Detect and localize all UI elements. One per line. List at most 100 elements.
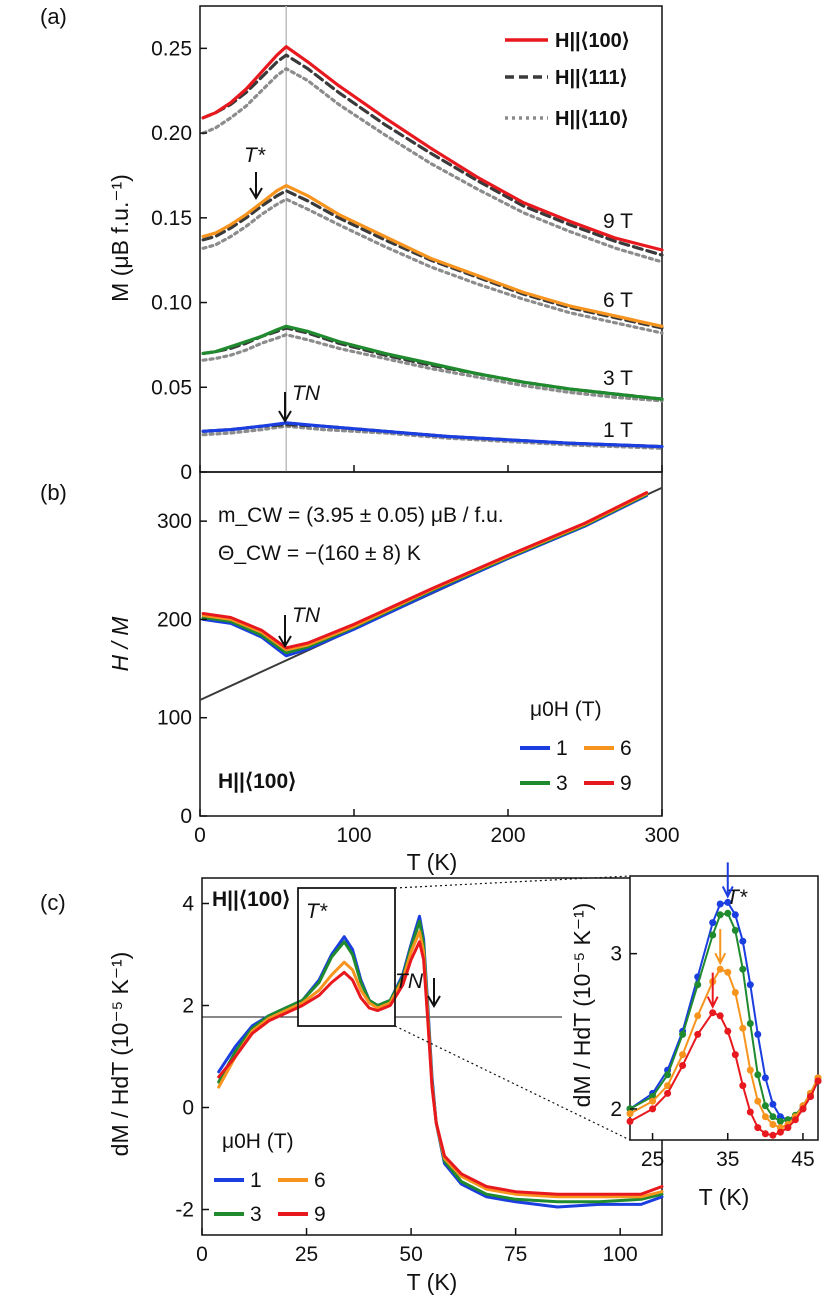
x-tick-label: 100: [336, 824, 371, 847]
data-point: [754, 1097, 762, 1105]
series-line: [201, 424, 664, 450]
data-point: [776, 1117, 784, 1125]
x-tick-label: 0: [196, 1243, 208, 1266]
panel-c-tstar-label: T*: [306, 900, 328, 923]
data-point: [784, 1124, 792, 1132]
data-point: [814, 1077, 822, 1085]
legend-entry-label: 9: [314, 1203, 326, 1226]
data-point: [761, 1113, 769, 1121]
data-point: [731, 926, 739, 934]
data-point: [761, 1130, 769, 1138]
x-tick-label: 35: [716, 1148, 739, 1171]
data-point: [746, 1108, 754, 1116]
data-point: [746, 1066, 754, 1074]
tstar-arrow: [706, 972, 719, 1009]
panel-c-series: [217, 914, 664, 1209]
panel-b-frame: [199, 471, 663, 817]
legend-entry-label: 3: [556, 772, 568, 795]
data-point: [769, 1131, 777, 1139]
y-tick-label: 300: [157, 510, 192, 533]
y-tick-label: 2: [182, 995, 194, 1018]
legend-entry-label: 1: [556, 737, 568, 760]
series-line: [217, 919, 664, 1204]
panel-c-legend: 1 63 9: [214, 1169, 326, 1226]
data-point: [731, 989, 739, 996]
data-point: [724, 968, 732, 976]
data-point: [716, 965, 724, 973]
panel-b-tn-label: TN: [292, 604, 321, 627]
data-point: [746, 1020, 754, 1027]
data-point: [626, 1110, 634, 1118]
data-point: [776, 1128, 784, 1136]
y-tick-label: 100: [157, 707, 192, 730]
data-point: [791, 1116, 799, 1124]
legend-111-text: H||⟨111⟩: [555, 67, 627, 89]
series-line: [201, 184, 664, 328]
legend-entry-label: 6: [314, 1169, 326, 1192]
inset-frame: [629, 875, 819, 1141]
legend-entry-label: 9: [620, 772, 632, 795]
data-point: [754, 1124, 762, 1132]
panel-b-mcw-text: m_CW = (3.95 ± 0.05) μB / f.u.: [218, 504, 504, 527]
legend-entry-label: 1: [250, 1169, 262, 1192]
inset-tstar-label: T*: [726, 886, 748, 909]
series-line: [201, 197, 664, 335]
panel-a-tstar-label: T*: [244, 144, 266, 167]
y-tick-label: 0.10: [151, 292, 192, 315]
data-point: [739, 1082, 747, 1090]
data-point: [716, 911, 724, 919]
data-point: [694, 1030, 702, 1038]
inset-y-ticks: 23: [610, 943, 637, 1121]
series-line: [201, 324, 664, 401]
data-point: [731, 911, 739, 919]
panel-b-series: [201, 491, 649, 658]
inset-y-axis-label: dM / HdT (10⁻⁵ K⁻¹): [569, 903, 595, 1108]
y-tick-label: 0: [180, 461, 192, 484]
panel-a-tn-label: TN: [292, 382, 321, 405]
field-label-1T: 1 T: [603, 419, 633, 442]
tstar-arrow: [721, 862, 734, 899]
panel-c-y-ticks: -2 0 2 4: [175, 893, 209, 1222]
data-point: [807, 1093, 814, 1100]
data-point: [769, 1113, 777, 1121]
y-tick-label: 4: [182, 893, 194, 916]
data-point: [664, 1082, 672, 1090]
series-line: [201, 53, 664, 257]
panel-b-x-axis-label: T (K): [407, 849, 458, 875]
panel-a-legend: H||⟨100⟩ H||⟨111⟩ H||⟨110⟩: [505, 30, 630, 130]
y-tick-label: 0: [180, 805, 192, 828]
data-point: [679, 1062, 687, 1069]
data-point: [709, 919, 717, 927]
panel-a-tstar-arrow: [249, 172, 263, 200]
data-point: [724, 909, 732, 917]
series-line: [217, 940, 664, 1196]
tstar-arrow: [714, 929, 727, 966]
legend-entry-label: 3: [250, 1203, 262, 1226]
panel-b-legend-title: μ0H (T): [530, 698, 602, 721]
panel-b-x-ticks: 0 100 200 300: [194, 809, 680, 847]
field-label-9T: 9 T: [603, 210, 633, 233]
x-tick-label: 75: [504, 1243, 527, 1266]
data-point: [694, 1012, 702, 1020]
x-tick-label: 45: [791, 1148, 814, 1171]
panel-b-field-direction: H||⟨100⟩: [218, 770, 296, 793]
panel-b-legend: 1 63 9: [520, 737, 632, 795]
legend-entry-label: 6: [620, 737, 632, 760]
inset-x-axis-label: T (K): [699, 1184, 750, 1210]
x-tick-label: 0: [194, 824, 206, 847]
panel-b-y-ticks: 0 100 200 300: [157, 510, 207, 828]
series-line: [217, 914, 664, 1209]
data-point: [649, 1097, 657, 1105]
data-point: [709, 1009, 717, 1017]
panel-b-y-axis-label: H / M: [107, 616, 133, 672]
data-point: [716, 900, 724, 908]
panel-a-series: [201, 45, 664, 450]
y-tick-label: 0.05: [151, 376, 192, 399]
panel-a-x-ticks: [199, 465, 663, 472]
inset-connector-top: [394, 875, 631, 889]
panel-c-field-direction: H||⟨100⟩: [212, 888, 290, 911]
series-line: [201, 45, 664, 252]
x-tick-label: 100: [603, 1243, 638, 1266]
x-tick-label: 25: [641, 1148, 664, 1171]
inset-zoom-box: [297, 887, 396, 1027]
